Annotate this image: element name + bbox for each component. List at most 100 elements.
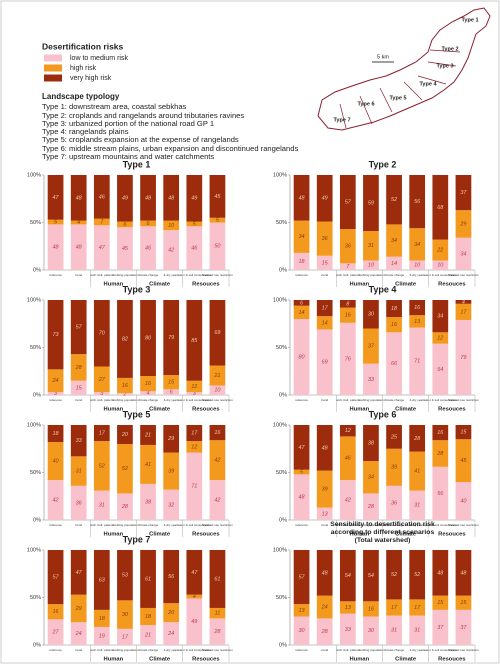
- value-label: 12: [437, 335, 443, 341]
- x-tick-label: 4-dry years: [410, 273, 426, 277]
- y-tick-label: 50%: [276, 345, 287, 351]
- value-label: 27: [98, 377, 106, 383]
- bar-segment: [47, 392, 64, 395]
- bar-segment: [209, 607, 226, 619]
- bar-segment: [339, 480, 356, 520]
- value-label: 48: [460, 570, 467, 576]
- typology-item: Type 5: croplands expansion at the expen…: [42, 135, 239, 145]
- value-label: 17: [122, 634, 129, 640]
- value-label: 61: [214, 576, 220, 582]
- value-label: 18: [53, 431, 60, 437]
- bar-segment: [186, 175, 203, 222]
- value-label: 45: [460, 458, 467, 464]
- group-label: Resouces: [438, 282, 465, 288]
- value-label: 48: [299, 495, 306, 501]
- y-tick-label: 100%: [27, 422, 41, 428]
- bar-segment: [93, 366, 110, 393]
- value-label: 14: [391, 261, 397, 267]
- value-label: 52: [99, 463, 105, 469]
- bar-segment: [70, 485, 87, 520]
- value-label: 28: [213, 629, 221, 635]
- bar-segment: [386, 332, 402, 395]
- bar-segment: [186, 226, 203, 270]
- bar-segment: [455, 550, 472, 596]
- value-label: 39: [168, 469, 174, 475]
- value-label: 10: [214, 388, 221, 394]
- map-label: Type 4: [419, 81, 437, 87]
- bar-segment: [432, 343, 449, 395]
- value-label: 5: [300, 469, 304, 475]
- x-tick-label: climate change: [138, 523, 159, 527]
- group-label: Resouces: [192, 407, 219, 413]
- value-label: 16: [437, 430, 444, 436]
- bar-segment: [455, 300, 472, 304]
- title-line: according to different scenarios: [331, 529, 435, 536]
- bar-segment: [47, 619, 64, 645]
- bar-segment: [93, 300, 110, 367]
- bar-segment: [209, 217, 226, 223]
- value-label: 18: [391, 306, 398, 312]
- value-label: 46: [345, 456, 352, 462]
- bar-segment: [93, 609, 110, 627]
- bar-segment: [386, 224, 402, 257]
- value-label: 34: [299, 234, 305, 240]
- bar-segment: [316, 221, 333, 256]
- bar-segment: [47, 175, 64, 220]
- value-label: 10: [168, 223, 175, 229]
- bar-segment: [409, 490, 426, 520]
- bar-segment: [363, 425, 379, 462]
- bar-segment: [409, 425, 426, 452]
- value-label: 70: [99, 331, 106, 337]
- x-tick-label: doubling population: [112, 648, 138, 652]
- value-label: 40: [53, 459, 60, 465]
- bar-segment: [386, 425, 402, 449]
- bar-segment: [209, 480, 226, 520]
- bar-segment: [209, 440, 226, 481]
- x-tick-label: trend: [321, 398, 328, 402]
- bar-segment: [293, 305, 310, 319]
- value-label: 3: [54, 391, 58, 397]
- value-label: 6: [147, 221, 151, 227]
- bar-segment: [186, 300, 203, 381]
- value-label: 34: [368, 475, 374, 481]
- x-tick-label: firewood use restriction: [202, 273, 233, 277]
- bar-segment: [409, 615, 426, 645]
- value-label: 30: [299, 628, 306, 634]
- value-label: 15: [437, 600, 444, 606]
- value-label: 17: [99, 431, 106, 437]
- x-tick-label: firewood use restriction: [202, 398, 233, 402]
- value-label: 24: [167, 631, 174, 637]
- bar-segment: [117, 493, 133, 520]
- bar-segment: [209, 618, 226, 645]
- x-tick-label: reference: [295, 648, 308, 652]
- group-label: Human: [104, 657, 124, 663]
- value-label: 5: [193, 221, 197, 227]
- y-tick-label: 50%: [30, 595, 41, 601]
- value-label: 38: [145, 499, 152, 505]
- value-label: 18: [99, 616, 106, 622]
- value-label: 85: [191, 338, 198, 344]
- bar-segment: [47, 369, 64, 393]
- bar-segment: [209, 425, 226, 441]
- y-tick-label: 0%: [33, 392, 41, 398]
- y-tick-label: 0%: [33, 267, 41, 273]
- typology-item: Type 3: urbanized portion of the nationa…: [42, 118, 215, 128]
- x-tick-label: trend: [321, 523, 328, 527]
- value-label: 6: [170, 390, 174, 396]
- bar-segment: [455, 439, 472, 482]
- value-label: 7: [100, 219, 104, 225]
- bar-segment: [432, 425, 449, 441]
- bar-segment: [93, 175, 110, 219]
- bar-segment: [93, 441, 110, 491]
- bar-segment: [209, 222, 226, 270]
- bar-segment: [163, 300, 180, 376]
- bar-segment: [339, 613, 356, 645]
- bar-segment: [363, 260, 379, 270]
- legend-swatch: [44, 74, 62, 82]
- x-tick-label: trend: [321, 273, 328, 277]
- map-label: Type 1: [461, 17, 478, 23]
- value-label: 48: [437, 570, 444, 576]
- map-label: Type 3: [436, 63, 453, 69]
- bar-segment: [339, 300, 356, 308]
- value-label: 59: [368, 200, 374, 206]
